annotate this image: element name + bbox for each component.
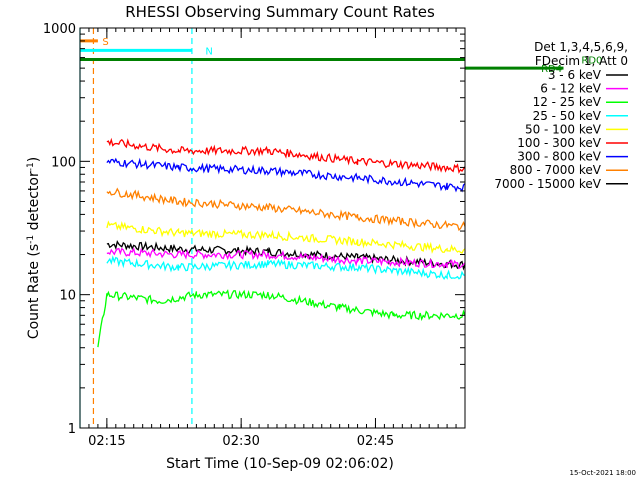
y-tick-label: 1000 — [43, 22, 76, 37]
footer-date: 15-Oct-2021 18:00 — [570, 469, 636, 477]
x-axis-label: Start Time (10-Sep-09 02:06:02) — [166, 456, 394, 472]
flag-label-s: S — [102, 37, 108, 48]
y-tick-label: 10 — [59, 289, 76, 304]
plot-frame — [79, 27, 466, 429]
y-axis-label: Count Rate (s-1 detector-1) — [26, 157, 42, 339]
chart-title: RHESSI Observing Summary Count Rates — [125, 3, 435, 21]
series-line — [106, 157, 466, 193]
series-line — [106, 255, 466, 281]
plot-area: S N RD0 RD4 — [79, 28, 602, 428]
legend-entry-label: 800 - 7000 keV — [510, 163, 602, 177]
x-tick-label: 02:30 — [222, 434, 259, 449]
legend-entry-label: 100 - 300 keV — [517, 136, 601, 150]
y-label-superscript-1: -1 — [26, 235, 36, 244]
legend-header-line-1: Det 1,3,4,5,6,9, — [534, 40, 628, 54]
series-line — [106, 220, 466, 254]
legend: Det 1,3,4,5,6,9, FDecim 1, Att 0 3 - 6 k… — [494, 40, 628, 191]
series-line — [106, 247, 466, 270]
x-tick-label: 02:15 — [88, 434, 125, 449]
series-line — [106, 187, 466, 232]
flag-label-rd4: RD4 — [541, 64, 562, 75]
legend-entry-label: 25 - 50 keV — [533, 109, 602, 123]
legend-header-line-2: FDecim 1, Att 0 — [535, 54, 628, 68]
legend-entry-label: 300 - 800 keV — [517, 150, 601, 164]
y-label-part-3: ) — [26, 157, 42, 162]
x-tick-label: 02:45 — [357, 434, 394, 449]
series-line — [97, 289, 466, 348]
legend-entry-label: 3 - 6 keV — [548, 68, 602, 82]
flag-label-n: N — [205, 46, 212, 57]
y-tick-label: 100 — [51, 155, 76, 170]
legend-entry-label: 6 - 12 keV — [540, 82, 602, 96]
y-tick-label: 1 — [68, 422, 76, 437]
legend-entry-label: 12 - 25 keV — [533, 95, 602, 109]
axes: 1 10 100 1000 02:15 02:30 02:45 — [43, 22, 466, 449]
series-line — [106, 137, 466, 174]
legend-entry-label: 50 - 100 keV — [525, 122, 602, 136]
legend-entry-label: 7000 - 15000 keV — [494, 177, 601, 191]
y-label-superscript-2: -1 — [26, 162, 36, 171]
flag-label-rd0: RD0 — [581, 56, 602, 67]
y-label-part-2: detector — [26, 171, 42, 235]
y-label-part-1: Count Rate (s — [26, 244, 42, 339]
